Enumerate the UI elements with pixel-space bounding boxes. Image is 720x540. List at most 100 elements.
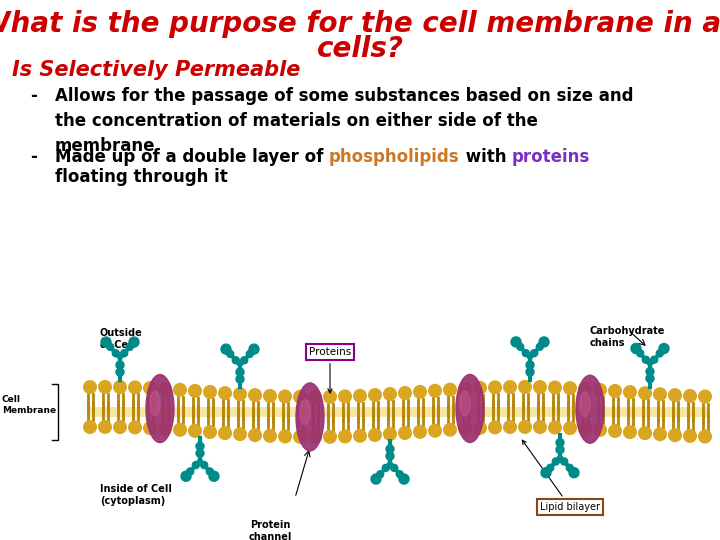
Circle shape [188,384,202,398]
Circle shape [236,375,244,383]
Text: proteins: proteins [512,148,590,166]
Circle shape [218,386,232,400]
Circle shape [248,428,262,442]
Circle shape [646,375,654,382]
Circle shape [323,390,337,404]
Circle shape [129,337,139,347]
Circle shape [203,385,217,399]
Circle shape [428,384,442,398]
Text: Is Selectively Permeable: Is Selectively Permeable [12,60,300,80]
Text: Cell
Membrane: Cell Membrane [2,395,56,415]
Ellipse shape [576,375,604,443]
Text: Made up of a double layer of: Made up of a double layer of [55,148,329,166]
Circle shape [552,458,559,465]
Ellipse shape [580,392,590,417]
Text: Protein
channel: Protein channel [248,520,292,540]
FancyBboxPatch shape [90,407,710,417]
Circle shape [458,382,472,396]
Circle shape [293,390,307,404]
Circle shape [413,425,427,439]
Circle shape [522,349,529,356]
Circle shape [386,452,394,460]
Circle shape [143,381,157,395]
Circle shape [383,387,397,401]
Circle shape [207,468,213,475]
Text: Outside
of Cell: Outside of Cell [100,328,143,349]
Circle shape [563,381,577,395]
Circle shape [293,430,307,444]
Circle shape [353,429,367,443]
Circle shape [651,356,657,363]
Circle shape [698,389,712,403]
Circle shape [539,337,549,347]
Circle shape [428,424,442,438]
Circle shape [473,381,487,395]
Circle shape [631,343,641,354]
Text: -: - [30,87,37,105]
Circle shape [126,343,133,350]
Ellipse shape [300,400,310,424]
Circle shape [398,386,412,400]
Circle shape [377,471,384,478]
Circle shape [201,462,207,469]
Text: -: - [30,148,37,166]
Circle shape [233,357,239,364]
Circle shape [668,428,682,442]
Circle shape [221,344,231,354]
Circle shape [623,425,637,439]
Circle shape [181,471,191,481]
Circle shape [548,381,562,395]
Circle shape [263,429,277,443]
Circle shape [83,420,97,434]
Circle shape [443,423,457,437]
Circle shape [473,421,487,435]
Circle shape [248,388,262,402]
Circle shape [386,445,394,453]
Circle shape [338,389,352,403]
Circle shape [668,388,682,402]
Ellipse shape [456,374,484,442]
Text: phospholipids: phospholipids [329,148,460,166]
Circle shape [249,344,259,354]
Circle shape [240,357,248,364]
Circle shape [569,468,579,478]
Circle shape [209,471,219,481]
Text: Allows for the passage of some substances based on size and
the concentration of: Allows for the passage of some substance… [55,87,634,155]
Circle shape [383,427,397,441]
Circle shape [98,380,112,394]
Circle shape [683,389,697,403]
Text: Carbohydrate
chains: Carbohydrate chains [590,326,665,348]
Circle shape [196,442,204,450]
Circle shape [113,380,127,394]
Circle shape [503,380,517,394]
Circle shape [196,449,204,457]
Circle shape [623,385,637,399]
Circle shape [518,380,532,394]
Text: floating through it: floating through it [55,168,228,186]
Circle shape [323,430,337,444]
Ellipse shape [146,375,174,443]
Circle shape [556,438,564,447]
Circle shape [541,468,551,478]
Circle shape [368,428,382,442]
Circle shape [128,381,142,394]
Circle shape [107,343,114,350]
Ellipse shape [460,391,470,416]
Circle shape [113,420,127,434]
Circle shape [263,389,277,403]
Circle shape [646,368,654,375]
Text: Inside of Cell
(cytoplasm): Inside of Cell (cytoplasm) [100,484,172,505]
Circle shape [278,429,292,443]
Circle shape [533,420,547,434]
Circle shape [116,361,124,369]
Circle shape [112,350,120,357]
Text: Lipid bilayer: Lipid bilayer [522,440,600,512]
Circle shape [116,368,124,376]
Circle shape [98,420,112,434]
Circle shape [488,421,502,434]
Circle shape [186,468,194,475]
Circle shape [563,421,577,435]
Circle shape [531,349,538,356]
Circle shape [338,429,352,443]
Circle shape [398,426,412,440]
